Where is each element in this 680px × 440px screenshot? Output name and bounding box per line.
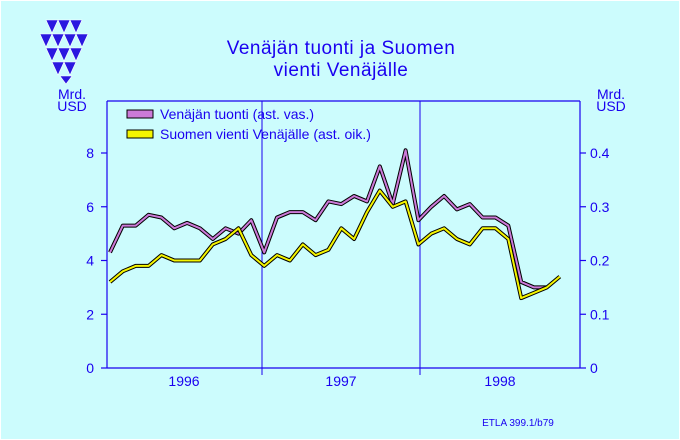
left-tick-label: 8 bbox=[86, 145, 94, 161]
right-tick-label: 0.2 bbox=[590, 253, 610, 269]
x-tick-label: 1997 bbox=[325, 373, 356, 389]
left-axis-unit-line1: Mrd. bbox=[58, 86, 86, 102]
left-tick-label: 0 bbox=[86, 360, 94, 376]
source-footer: ETLA 399.1/b79 bbox=[482, 418, 554, 429]
legend-label-imports: Venäjän tuonti (ast. vas.) bbox=[160, 106, 314, 122]
right-tick-label: 0.1 bbox=[590, 306, 610, 322]
x-tick-label: 1998 bbox=[484, 373, 515, 389]
chart-title-line2: vienti Venäjälle bbox=[274, 60, 409, 81]
chart-title-line1: Venäjän tuonti ja Suomen bbox=[227, 38, 456, 59]
left-axis-unit-line2: USD bbox=[57, 98, 87, 114]
plot-frame bbox=[106, 100, 581, 369]
series-line-exports bbox=[109, 189, 561, 300]
left-tick-label: 2 bbox=[86, 306, 94, 322]
left-tick-label: 6 bbox=[86, 199, 94, 215]
right-axis-unit-line1: Mrd. bbox=[597, 86, 625, 102]
right-tick-label: 0.4 bbox=[590, 145, 610, 161]
y-axis-ticks: 0 2 4 6 8 0 0.1 0.2 0.3 0.4 bbox=[86, 145, 609, 376]
right-tick-label: 0 bbox=[590, 360, 598, 376]
series-line-imports bbox=[109, 149, 547, 289]
legend-label-exports: Suomen vienti Venäjälle (ast. oik.) bbox=[160, 126, 371, 142]
legend: Venäjän tuonti (ast. vas.) Suomen vienti… bbox=[126, 106, 371, 142]
x-axis-ticks: 1996 1997 1998 bbox=[168, 373, 515, 389]
right-axis-unit-line2: USD bbox=[596, 98, 626, 114]
left-tick-label: 4 bbox=[86, 253, 94, 269]
series-line-exports-outline bbox=[108, 188, 562, 301]
series-line-imports-outline bbox=[108, 148, 547, 290]
series-layer bbox=[108, 148, 562, 301]
legend-swatch-exports bbox=[126, 129, 154, 139]
right-tick-label: 0.3 bbox=[590, 199, 610, 215]
year-gridlines bbox=[261, 101, 421, 375]
etla-logo bbox=[39, 19, 89, 85]
x-tick-label: 1996 bbox=[168, 373, 199, 389]
legend-swatch-imports bbox=[126, 109, 154, 119]
